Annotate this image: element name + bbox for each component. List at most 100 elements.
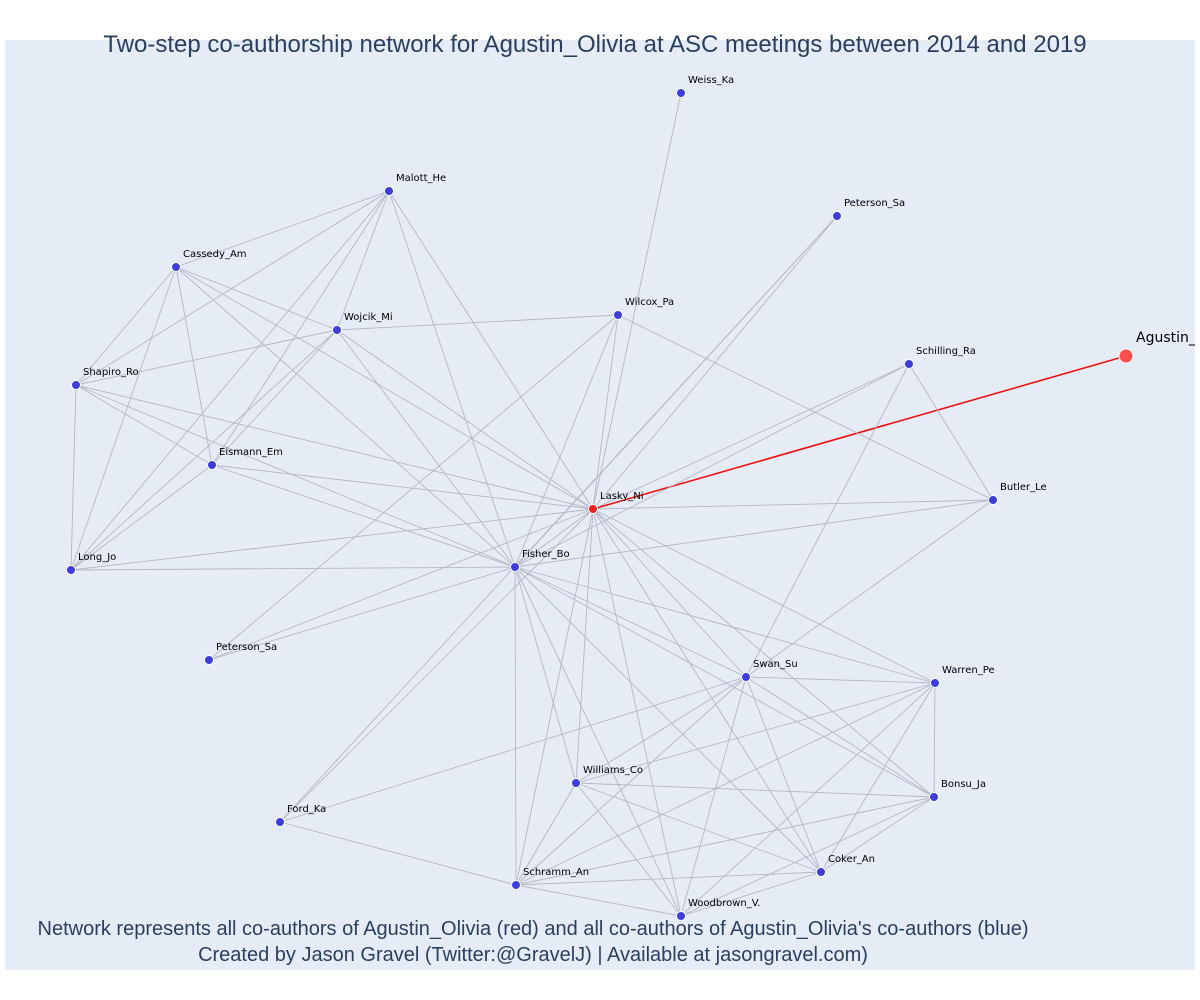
edge-swan-woodbrown — [680, 676, 747, 917]
edge-fisher-williams — [514, 566, 577, 784]
node-label-coker: Coker_An — [828, 854, 875, 865]
node-peterson1[interactable] — [832, 211, 842, 221]
node-schramm[interactable] — [511, 880, 521, 890]
edge-lasky-ford — [279, 508, 594, 823]
node-woodbrown[interactable] — [676, 911, 686, 921]
edge-wilcox-butler — [617, 314, 994, 501]
edge-williams-woodbrown — [575, 782, 682, 917]
node-peterson2[interactable] — [204, 655, 214, 665]
node-label-schramm: Schramm_An — [523, 867, 589, 878]
node-label-bonsu: Bonsu_Ja — [941, 779, 986, 790]
node-malott[interactable] — [384, 186, 394, 196]
edge-lasky-schilling — [592, 363, 910, 510]
node-label-weiss: Weiss_Ka — [688, 75, 734, 86]
node-agustin[interactable] — [1118, 348, 1134, 364]
edge-bonsu-coker — [820, 796, 935, 873]
footer-line-2: Created by Jason Gravel (Twitter:@Gravel… — [198, 944, 868, 966]
edge-schilling-butler — [908, 363, 994, 501]
edge-swan-williams — [575, 676, 747, 784]
edge-lasky-long — [70, 508, 594, 571]
edge-malott-wojcik — [336, 190, 390, 331]
edge-fisher-warren — [514, 566, 936, 684]
edge-fisher-wilcox — [514, 314, 619, 568]
chart-title: Two-step co-authorship network for Agust… — [103, 31, 1087, 58]
edge-lasky-peterson2 — [208, 508, 594, 661]
edge-wojcik-eismann — [211, 329, 338, 466]
edge-fisher-bonsu — [514, 566, 935, 798]
node-label-butler: Butler_Le — [1000, 482, 1047, 493]
edge-lasky-wilcox — [592, 314, 619, 510]
edge-fisher-malott — [388, 190, 516, 568]
edge-cassedy-long — [70, 266, 177, 571]
node-ford[interactable] — [275, 817, 285, 827]
edge-fisher-wojcik — [336, 329, 516, 568]
node-long[interactable] — [66, 565, 76, 575]
edge-fisher-schilling — [514, 363, 910, 568]
network-graph: Agustin_ Lasky_Ni Fisher_Bo Weiss_Ka Malott_… — [66, 75, 1195, 921]
edge-schramm-ford — [279, 821, 517, 886]
node-warren[interactable] — [930, 678, 940, 688]
node-swan[interactable] — [741, 672, 751, 682]
edge-swan-coker — [745, 676, 822, 873]
edge-schilling-swan — [745, 363, 910, 678]
edge-fisher-long — [70, 566, 516, 571]
node-label-shapiro: Shapiro_Ro — [83, 367, 139, 378]
node-label-schilling: Schilling_Ra — [916, 346, 976, 357]
node-butler[interactable] — [988, 495, 998, 505]
edge-malott-eismann — [211, 190, 390, 466]
node-schilling[interactable] — [904, 359, 914, 369]
edge-lasky-malott — [388, 190, 594, 510]
node-lasky[interactable] — [588, 504, 598, 514]
node-layer — [66, 88, 1134, 921]
node-label-malott: Malott_He — [396, 173, 446, 184]
node-label-williams: Williams_Co — [583, 765, 643, 776]
edge-lasky-wojcik — [336, 329, 594, 510]
node-label-wojcik: Wojcik_Mi — [344, 312, 393, 323]
edge-malott-shapiro — [75, 190, 390, 386]
node-shapiro[interactable] — [71, 380, 81, 390]
edge-lasky-weiss — [592, 92, 682, 510]
node-bonsu[interactable] — [929, 792, 939, 802]
node-label-woodbrown: Woodbrown_V. — [688, 898, 761, 909]
label-layer: Agustin_ Lasky_Ni Fisher_Bo Weiss_Ka Malott_… — [78, 75, 1195, 909]
node-label-warren: Warren_Pe — [942, 665, 995, 676]
edge-lasky-woodbrown — [592, 508, 682, 917]
edge-fisher-schramm — [514, 566, 517, 886]
edge-malott-long — [70, 190, 390, 571]
edge-fisher-eismann — [211, 464, 516, 568]
edge-peterson1-ford — [279, 215, 838, 823]
node-label-peterson2: Peterson_Sa — [216, 642, 277, 653]
edge-butler-swan — [745, 499, 994, 678]
edge-shapiro-eismann — [75, 384, 213, 466]
node-label-ford: Ford_Ka — [287, 804, 326, 815]
node-weiss[interactable] — [676, 88, 686, 98]
node-wilcox[interactable] — [613, 310, 623, 320]
edge-lasky-williams — [575, 508, 594, 784]
node-label-agustin: Agustin_ — [1136, 330, 1195, 346]
edge-wojcik-long — [70, 329, 338, 571]
edge-layer — [70, 92, 1127, 917]
node-eismann[interactable] — [207, 460, 217, 470]
node-williams[interactable] — [571, 778, 581, 788]
edge-cassedy-shapiro — [75, 266, 177, 386]
node-label-swan: Swan_Su — [753, 659, 798, 670]
edge-wojcik-shapiro — [75, 329, 338, 386]
node-wojcik[interactable] — [332, 325, 342, 335]
edge-lasky-shapiro — [75, 384, 594, 510]
edge-williams-bonsu — [575, 782, 935, 798]
edge-bonsu-woodbrown — [680, 796, 935, 917]
edge-warren-woodbrown — [680, 682, 936, 917]
edge-coker-woodbrown — [680, 871, 822, 917]
edge-lasky-swan — [592, 508, 747, 678]
node-cassedy[interactable] — [171, 262, 181, 272]
edge-fisher-shapiro — [75, 384, 516, 568]
node-label-lasky: Lasky_Ni — [600, 491, 644, 502]
edge-coker-schramm — [515, 871, 822, 886]
edge-warren-coker — [820, 682, 936, 873]
edge-swan-bonsu — [745, 676, 935, 798]
edge-cassedy-wojcik — [175, 266, 338, 331]
node-fisher[interactable] — [510, 562, 520, 572]
node-coker[interactable] — [816, 867, 826, 877]
edge-warren-schramm — [515, 682, 936, 886]
node-label-cassedy: Cassedy_Am — [183, 249, 247, 260]
